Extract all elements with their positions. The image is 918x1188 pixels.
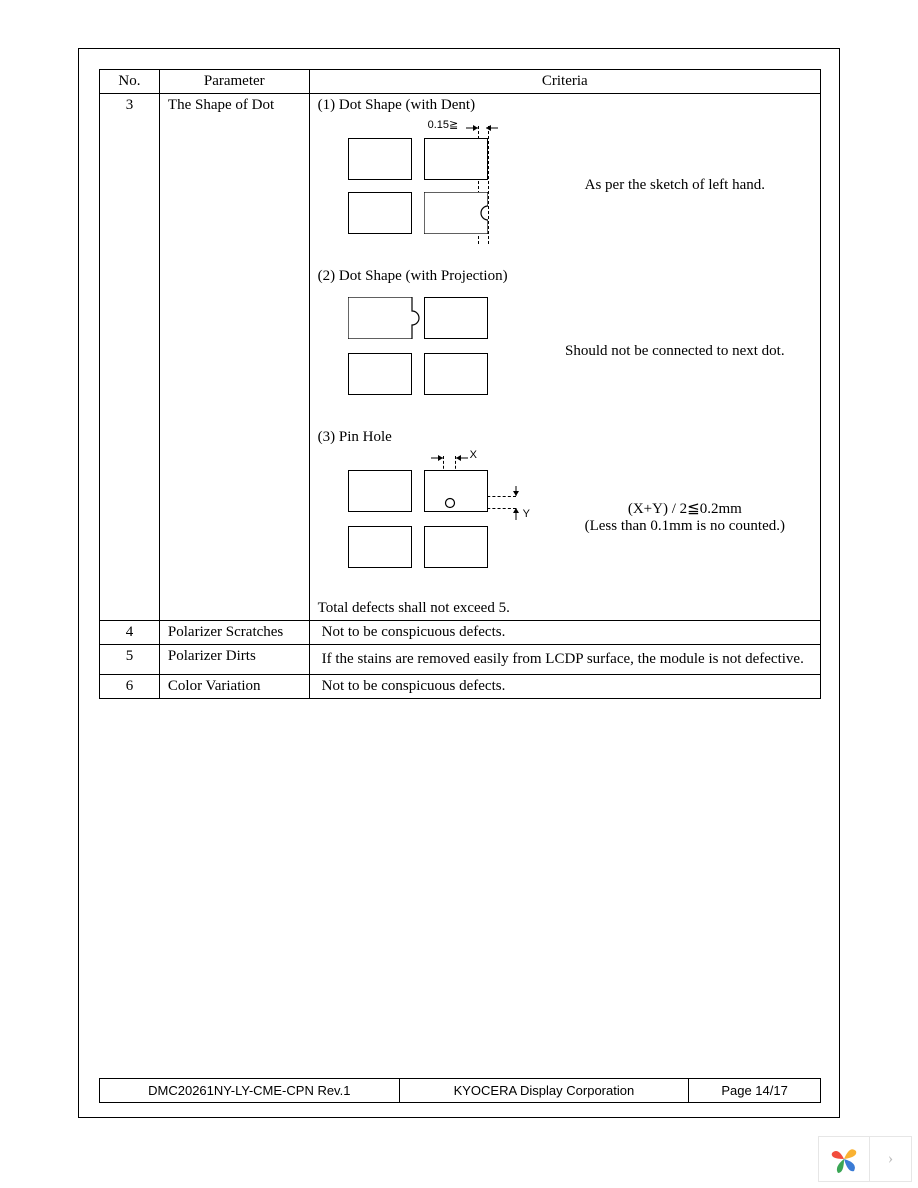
cell-criteria: Not to be conspicuous defects.: [309, 621, 820, 645]
dot-box: [348, 353, 412, 395]
note-line: (Less than 0.1mm is no counted.): [568, 518, 802, 535]
total-defects-note: Total defects shall not exceed 5.: [318, 600, 812, 617]
pinhole-diagram: X: [318, 452, 558, 582]
chevron-right-icon: ›: [888, 1150, 893, 1168]
footer-page: Page 14/17: [689, 1079, 821, 1103]
cell-criteria: Not to be conspicuous defects.: [309, 674, 820, 698]
cell-criteria: (1) Dot Shape (with Dent) 0.15≧: [309, 94, 820, 621]
table-row: 5 Polarizer Dirts If the stains are remo…: [100, 645, 821, 675]
criteria-text: Not to be conspicuous defects.: [322, 678, 506, 694]
section-title: (3) Pin Hole: [318, 429, 812, 446]
note-line: (X+Y) / 2≦0.2mm: [568, 499, 802, 518]
footer-table: DMC20261NY-LY-CME-CPN Rev.1 KYOCERA Disp…: [99, 1078, 821, 1103]
dot-box: [424, 138, 488, 180]
dim-arrows-icon: [510, 484, 522, 522]
x-label: X: [470, 449, 477, 461]
cell-parameter: Polarizer Scratches: [159, 621, 309, 645]
section-note: Should not be connected to next dot.: [538, 343, 812, 360]
cell-parameter: Color Variation: [159, 674, 309, 698]
dot-box-projection: [348, 297, 420, 339]
section-pinhole: (3) Pin Hole X: [318, 429, 812, 582]
cell-no: 4: [100, 621, 160, 645]
table-row: 3 The Shape of Dot (1) Dot Shape (with D…: [100, 94, 821, 621]
table-row: 6 Color Variation Not to be conspicuous …: [100, 674, 821, 698]
cell-no: 6: [100, 674, 160, 698]
cell-no: 5: [100, 645, 160, 675]
header-parameter: Parameter: [159, 70, 309, 94]
criteria-text: Not to be conspicuous defects.: [322, 624, 506, 640]
footer-doc: DMC20261NY-LY-CME-CPN Rev.1: [100, 1079, 400, 1103]
header-no: No.: [100, 70, 160, 94]
dot-box: [348, 470, 412, 512]
dot-box: [424, 353, 488, 395]
y-label: Y: [523, 508, 530, 520]
dent-diagram: 0.15≧: [318, 120, 538, 250]
section-projection: (2) Dot Shape (with Projection): [318, 268, 812, 411]
cell-criteria: If the stains are removed easily from LC…: [309, 645, 820, 675]
dot-box-pinhole: [424, 470, 488, 512]
dot-box: [424, 526, 488, 568]
table-row: 4 Polarizer Scratches Not to be conspicu…: [100, 621, 821, 645]
section-title: (1) Dot Shape (with Dent): [318, 97, 812, 114]
diagram-row: 0.15≧: [318, 120, 812, 250]
dot-box: [348, 138, 412, 180]
cell-parameter: Polarizer Dirts: [159, 645, 309, 675]
section-note: (X+Y) / 2≦0.2mm (Less than 0.1mm is no c…: [558, 499, 812, 535]
diagram-row: Should not be connected to next dot.: [318, 291, 812, 411]
dot-box: [424, 297, 488, 339]
dim-arrows-icon: [464, 122, 500, 134]
dot-box: [348, 526, 412, 568]
cell-parameter: The Shape of Dot: [159, 94, 309, 621]
diagram-row: X: [318, 452, 812, 582]
dim-label: 0.15≧: [428, 118, 459, 131]
page-frame: No. Parameter Criteria 3 The Shape of Do…: [78, 48, 840, 1118]
section-note: As per the sketch of left hand.: [538, 177, 812, 194]
dash-line: [488, 126, 489, 244]
criteria-text: If the stains are removed easily from LC…: [322, 651, 804, 667]
viewer-badge: ›: [818, 1136, 912, 1182]
dot-box-dent: [424, 192, 488, 234]
projection-diagram: [318, 291, 538, 411]
section-dent: (1) Dot Shape (with Dent) 0.15≧: [318, 97, 812, 250]
logo-icon: [818, 1136, 870, 1182]
cell-no: 3: [100, 94, 160, 621]
table-header-row: No. Parameter Criteria: [100, 70, 821, 94]
dot-box: [348, 192, 412, 234]
footer-company: KYOCERA Display Corporation: [399, 1079, 689, 1103]
dim-arrows-icon: [428, 452, 472, 464]
section-title: (2) Dot Shape (with Projection): [318, 268, 812, 285]
next-button[interactable]: ›: [870, 1136, 912, 1182]
criteria-table: No. Parameter Criteria 3 The Shape of Do…: [99, 69, 821, 699]
header-criteria: Criteria: [309, 70, 820, 94]
